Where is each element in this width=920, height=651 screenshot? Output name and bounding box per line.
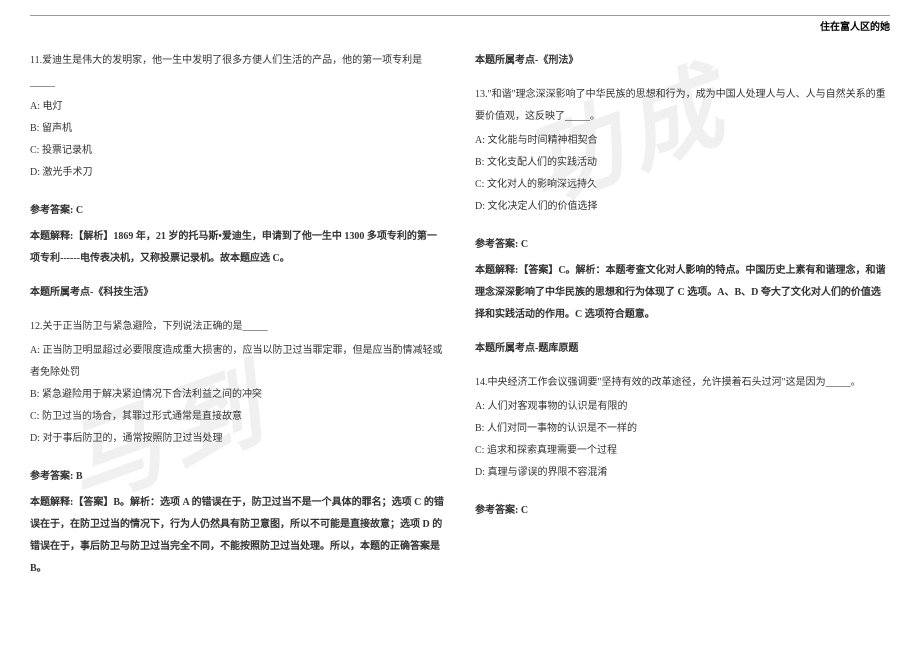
q14-option-b: B: 人们对同一事物的认识是不一样的 [475,418,890,440]
q11-option-d: D: 激光手术刀 [30,162,445,184]
q13-answer: 参考答案: C [475,234,890,256]
q12-option-d: D: 对于事后防卫的，通常按照防卫过当处理 [30,428,445,450]
q11-title: 11.爱迪生是伟大的发明家，他一生中发明了很多方便人们生活的产品，他的第一项专利… [30,50,445,94]
q12-explanation: 本题解释:【答案】B。解析：选项 A 的错误在于，防卫过当不是一个具体的罪名；选… [30,492,445,580]
q14-title: 14.中央经济工作会议强调要"坚持有效的改革途径，允许摸着石头过河"这是因为__… [475,372,890,394]
q12-answer: 参考答案: B [30,466,445,488]
q14-option-d: D: 真理与谬误的界限不容混淆 [475,462,890,484]
q13-explanation: 本题解释:【答案】C。解析：本题考查文化对人影响的特点。中国历史上素有和谐理念，… [475,260,890,326]
q12-topic: 本题所属考点-《刑法》 [475,50,890,72]
q11-explanation: 本题解释:【解析】1869 年，21 岁的托马斯•爱迪生，申请到了他一生中 13… [30,226,445,270]
q13-option-c: C: 文化对人的影响深远持久 [475,174,890,196]
q11-topic: 本题所属考点-《科技生活》 [30,282,445,304]
q14-option-c: C: 追求和探索真理需要一个过程 [475,440,890,462]
q14-option-a: A: 人们对客观事物的认识是有限的 [475,396,890,418]
left-column: 11.爱迪生是伟大的发明家，他一生中发明了很多方便人们生活的产品，他的第一项专利… [30,50,445,580]
q12-option-b: B: 紧急避险用于解决紧迫情况下合法利益之间的冲突 [30,384,445,406]
q13-option-d: D: 文化决定人们的价值选择 [475,196,890,218]
q13-option-a: A: 文化能与时间精神相契合 [475,130,890,152]
q11-option-a: A: 电灯 [30,96,445,118]
q14-answer: 参考答案: C [475,500,890,522]
header-text: 住在富人区的她 [820,18,890,33]
q12-title: 12.关于正当防卫与紧急避险，下列说法正确的是_____ [30,316,445,338]
right-column: 本题所属考点-《刑法》 13."和谐"理念深深影响了中华民族的思想和行为，成为中… [475,50,890,580]
header-divider [30,15,890,16]
content-container: 11.爱迪生是伟大的发明家，他一生中发明了很多方便人们生活的产品，他的第一项专利… [30,50,890,580]
q11-option-c: C: 投票记录机 [30,140,445,162]
q11-answer: 参考答案: C [30,200,445,222]
q13-title: 13."和谐"理念深深影响了中华民族的思想和行为，成为中国人处理人与人、人与自然… [475,84,890,128]
q11-option-b: B: 留声机 [30,118,445,140]
q12-option-a: A: 正当防卫明显超过必要限度造成重大损害的，应当以防卫过当罪定罪，但是应当酌情… [30,340,445,384]
q13-topic: 本题所属考点-题库原题 [475,338,890,360]
q13-option-b: B: 文化支配人们的实践活动 [475,152,890,174]
q12-option-c: C: 防卫过当的场合，其罪过形式通常是直接故意 [30,406,445,428]
